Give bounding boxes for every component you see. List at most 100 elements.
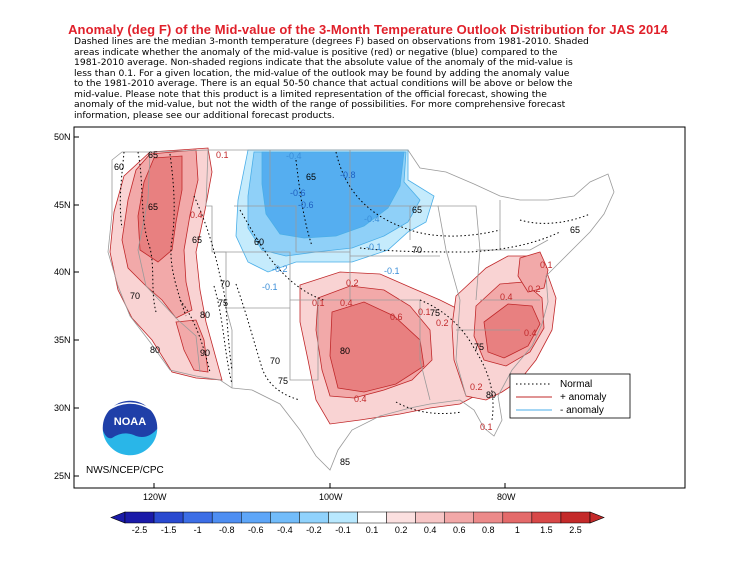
contour-label: 80 [200,310,210,320]
colorbar-label: 0.2 [395,525,408,535]
contour-label: 0.1 [216,150,229,160]
colorbar-swatch [241,511,271,524]
contour-label: 0.4 [500,292,513,302]
description-line: to the 1981-2010 average. There is an eq… [74,78,573,89]
colorbar-label: -2.5 [132,525,148,535]
colorbar-label: 1.5 [540,525,553,535]
colorbar-label: -1 [194,525,202,535]
lat-label: 45N [54,200,71,210]
lat-label: 25N [54,471,71,481]
state-boundaries [107,149,615,471]
contour-label: -0.4 [364,214,380,224]
description-line: less than 0.1. For a given location, the… [74,67,570,79]
contour-label: 0.1 [480,422,493,432]
contour-label: -0.1 [366,242,382,252]
contour-label: -0.1 [384,266,400,276]
contour-label: 80 [150,345,160,355]
map-title: Anomaly (deg F) of the Mid-value of the … [68,22,668,37]
normal-temperature-contours [119,151,591,421]
lon-label: 120W [143,492,167,502]
contour-label: 60 [114,162,124,172]
color-scale-bar: -2.5 -1.5 -1 -0.8 -0.6 -0.4 -0.2 -0.1 0.1 0.2 0.4 0… [110,511,605,535]
colorbar-arrow-right [589,511,605,524]
contour-label: 0.4 [354,394,367,404]
colorbar-swatch [502,511,533,524]
contour-label: 0.4 [524,328,537,338]
contour-label: 80 [340,346,350,356]
description-line: areas indicate whether the anomaly of th… [74,46,558,58]
contour-label: 0.1 [418,307,431,317]
contour-label: 65 [192,235,202,245]
contour-label: -0.6 [298,200,314,210]
colorbar-label: -0.8 [219,525,235,535]
longitude-axis: 120W 100W 80W [143,483,516,502]
description-line: mid-value. Please note that this product… [74,88,547,100]
contour-label: 0.2 [470,382,483,392]
colorbar-swatch [124,511,155,524]
colorbar-swatch [531,511,562,524]
warm-anomaly-east [451,251,557,401]
description-line: Dashed lines are the median 3-month temp… [74,36,589,47]
contour-label: 75 [218,298,228,308]
colorbar-arrow-left [110,511,126,524]
credit-text: NWS/NCEP/CPC [86,465,164,476]
contour-label: 0.2 [528,284,541,294]
contour-label: 75 [430,308,440,318]
contour-label: 0.4 [340,298,353,308]
colorbar-swatch [328,511,358,524]
colorbar-label: 0.6 [453,525,466,535]
colorbar-swatch [357,511,387,524]
lat-label: 35N [54,335,71,345]
contour-label: 0.4 [190,210,203,220]
map-legend: Normal + anomaly - anomaly [509,373,631,419]
contour-label: 70 [130,291,140,301]
lon-label: 100W [319,492,343,502]
contour-label: 75 [474,342,484,352]
contour-label: -0.8 [340,170,356,180]
colorbar-swatch [299,511,329,524]
colorbar-label: 0.1 [366,525,379,535]
description-line: 1981-2010 average. Non-shaded regions in… [74,57,573,68]
contour-label: 60 [254,237,264,247]
colorbar-label: 0.8 [482,525,495,535]
warm-anomaly-west [109,147,223,381]
colorbar-swatch [415,511,445,524]
colorbar-swatch [473,511,504,524]
contour-label: 0.6 [390,312,403,322]
contour-label: 65 [412,205,422,215]
noaa-logo-text: NOAA [114,416,146,428]
colorbar-label: -0.2 [306,525,322,535]
contour-label: 70 [270,356,280,366]
colorbar-label: 2.5 [569,525,582,535]
contour-label: 65 [148,150,158,160]
contour-label: 70 [412,245,422,255]
contour-label: 70 [220,279,230,289]
contour-label: 75 [278,376,288,386]
contour-label: 0.1 [540,260,553,270]
lon-label: 80W [497,492,516,502]
contour-label: 80 [486,390,496,400]
lat-label: 30N [54,403,71,413]
colorbar-swatch [444,511,474,524]
noaa-logo: NOAA [101,399,159,457]
legend-normal-label: Normal [560,379,592,390]
contour-label: 85 [340,457,350,467]
contour-label: 90 [200,348,210,358]
colorbar-swatch [211,511,242,524]
warm-anomaly-south-central [299,271,513,425]
description-line: information, please see our additional f… [74,109,335,121]
contour-label: -0.1 [262,282,278,292]
contour-label: -0.4 [286,151,302,161]
colorbar-swatch [270,511,300,524]
legend-minus-label: - anomaly [560,405,604,416]
contour-label: 65 [570,225,580,235]
latitude-axis: 50N 45N 40N 35N 30N 25N [54,132,79,481]
contour-label: -0.2 [272,264,288,274]
colorbar-swatch [560,511,591,524]
colorbar-swatch [386,511,416,524]
contour-label: 0.2 [346,278,359,288]
contour-labels: 65 65 65 65 65 65 70 70 70 70 75 75 75 7… [114,150,580,467]
colorbar-label: -1.5 [161,525,177,535]
colorbar-label: 1 [515,525,520,535]
